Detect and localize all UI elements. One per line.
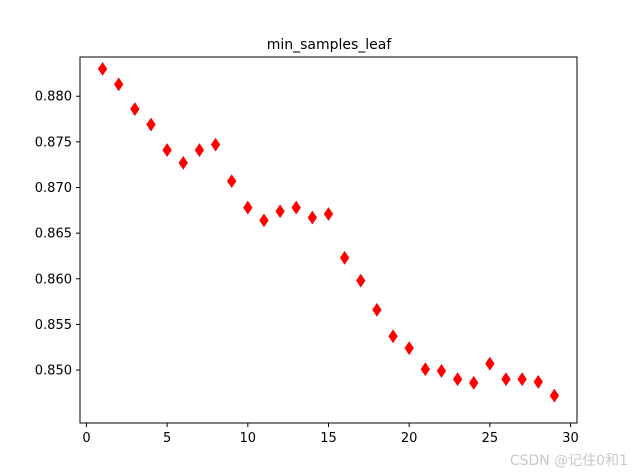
- data-point: [275, 204, 285, 219]
- data-point: [259, 213, 269, 228]
- data-point: [162, 143, 172, 158]
- data-point: [146, 117, 156, 132]
- data-point: [210, 137, 221, 152]
- x-tick-label: 30: [562, 431, 579, 446]
- data-point: [452, 372, 463, 387]
- data-point: [97, 61, 108, 76]
- data-point: [436, 364, 447, 378]
- chart-title: min_samples_leaf: [267, 37, 393, 53]
- plot-frame: [79, 56, 578, 424]
- data-point: [194, 143, 205, 158]
- data-point: [420, 362, 431, 377]
- data-point: [533, 375, 543, 389]
- data-point: [114, 77, 124, 92]
- data-point: [291, 200, 301, 215]
- data-point: [485, 356, 495, 371]
- y-tick-label: 0.870: [35, 181, 72, 196]
- data-point: [356, 273, 366, 288]
- x-tick-label: 5: [163, 431, 171, 446]
- data-point: [323, 207, 334, 221]
- data-point: [517, 372, 527, 387]
- x-tick-label: 10: [240, 431, 257, 446]
- data-point: [178, 155, 188, 170]
- data-point: [388, 329, 398, 344]
- data-point: [549, 388, 560, 403]
- data-point: [243, 200, 253, 215]
- y-tick-label: 0.860: [35, 272, 72, 287]
- data-point: [469, 375, 479, 390]
- watermark: CSDN @记住0和1: [509, 453, 628, 469]
- data-point: [339, 250, 350, 265]
- data-point: [226, 174, 237, 189]
- x-tick-label: 0: [82, 431, 90, 446]
- x-tick-label: 15: [320, 431, 337, 446]
- y-tick-label: 0.855: [35, 318, 72, 333]
- data-point: [372, 302, 382, 317]
- plot-area: 0 5 10 15 20 25 30 0.850 0.855 0.860 0.865 0.870 0.8…: [35, 56, 579, 446]
- y-tick-label: 0.875: [35, 135, 72, 150]
- data-point: [404, 341, 414, 356]
- y-tick-label: 0.880: [35, 90, 72, 105]
- data-point: [130, 102, 140, 116]
- x-tick-label: 20: [401, 431, 418, 446]
- y-tick-label: 0.850: [35, 364, 72, 379]
- y-tick-label: 0.865: [35, 227, 72, 242]
- x-tick-label: 25: [482, 431, 499, 446]
- data-point: [501, 372, 511, 387]
- data-point: [307, 210, 318, 225]
